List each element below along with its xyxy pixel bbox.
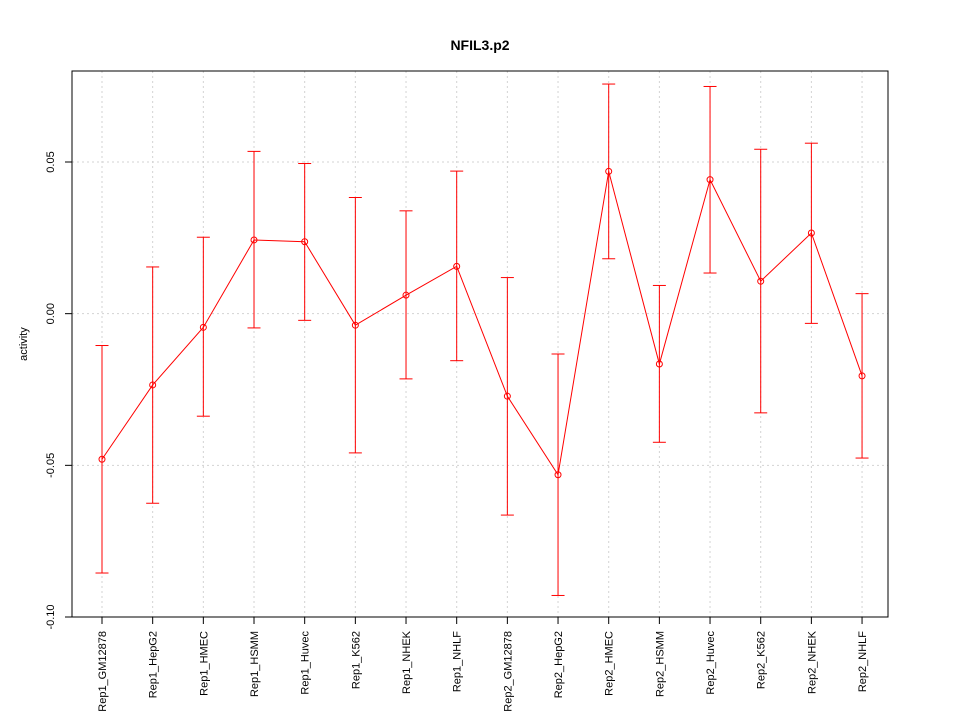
data-point <box>807 229 815 237</box>
y-tick-label: 0.00 <box>45 303 57 324</box>
x-tick-label: Rep1_NHLF <box>452 631 464 692</box>
x-tick-label: Rep1_Huvec <box>300 631 312 695</box>
x-tick-label: Rep2_GM12878 <box>502 631 514 712</box>
x-tick-label: Rep1_HepG2 <box>148 631 160 698</box>
data-point <box>757 277 765 285</box>
x-tick-label: Rep2_HMEC <box>604 631 616 696</box>
x-tick-label: Rep2_HepG2 <box>553 631 565 698</box>
y-axis: -0.10 -0.05 0.00 0.05 <box>45 151 72 630</box>
x-tick-label: Rep1_HSMM <box>249 631 261 697</box>
data-point <box>655 360 663 368</box>
series <box>95 83 869 596</box>
x-tick-label: Rep2_K562 <box>756 631 768 689</box>
x-tick-label: Rep1_K562 <box>350 631 362 689</box>
series-line <box>101 171 863 477</box>
data-point <box>98 455 106 463</box>
x-tick-label: Rep2_NHLF <box>857 631 869 692</box>
y-axis-label: activity <box>18 327 30 361</box>
x-tick-label: Rep1_NHEK <box>401 630 413 694</box>
x-axis: Rep1_GM12878 Rep1_HepG2 Rep1_HMEC Rep1_HSMM… <box>97 617 869 712</box>
data-point <box>503 392 511 400</box>
y-tick-label: -0.10 <box>45 604 57 629</box>
data-point <box>250 236 258 244</box>
plot-frame <box>71 70 889 618</box>
data-point <box>351 321 359 329</box>
data-point <box>149 381 157 389</box>
data-point <box>402 291 410 299</box>
data-point <box>453 262 461 270</box>
x-tick-label: Rep1_HMEC <box>198 631 210 696</box>
data-point <box>605 167 613 175</box>
data-point <box>301 238 309 246</box>
x-tick-label: Rep1_GM12878 <box>97 631 109 712</box>
x-tick-label: Rep2_NHEK <box>806 630 818 694</box>
grid <box>72 71 888 618</box>
data-point <box>706 176 714 184</box>
data-point <box>554 471 562 479</box>
y-tick-label: 0.05 <box>45 151 57 172</box>
chart-title: NFIL3.p2 <box>450 37 509 53</box>
y-tick-label: -0.05 <box>45 453 57 478</box>
x-tick-label: Rep2_Huvec <box>705 631 717 695</box>
data-point <box>858 372 866 380</box>
x-tick-label: Rep2_HSMM <box>654 631 666 697</box>
data-point <box>199 323 207 331</box>
